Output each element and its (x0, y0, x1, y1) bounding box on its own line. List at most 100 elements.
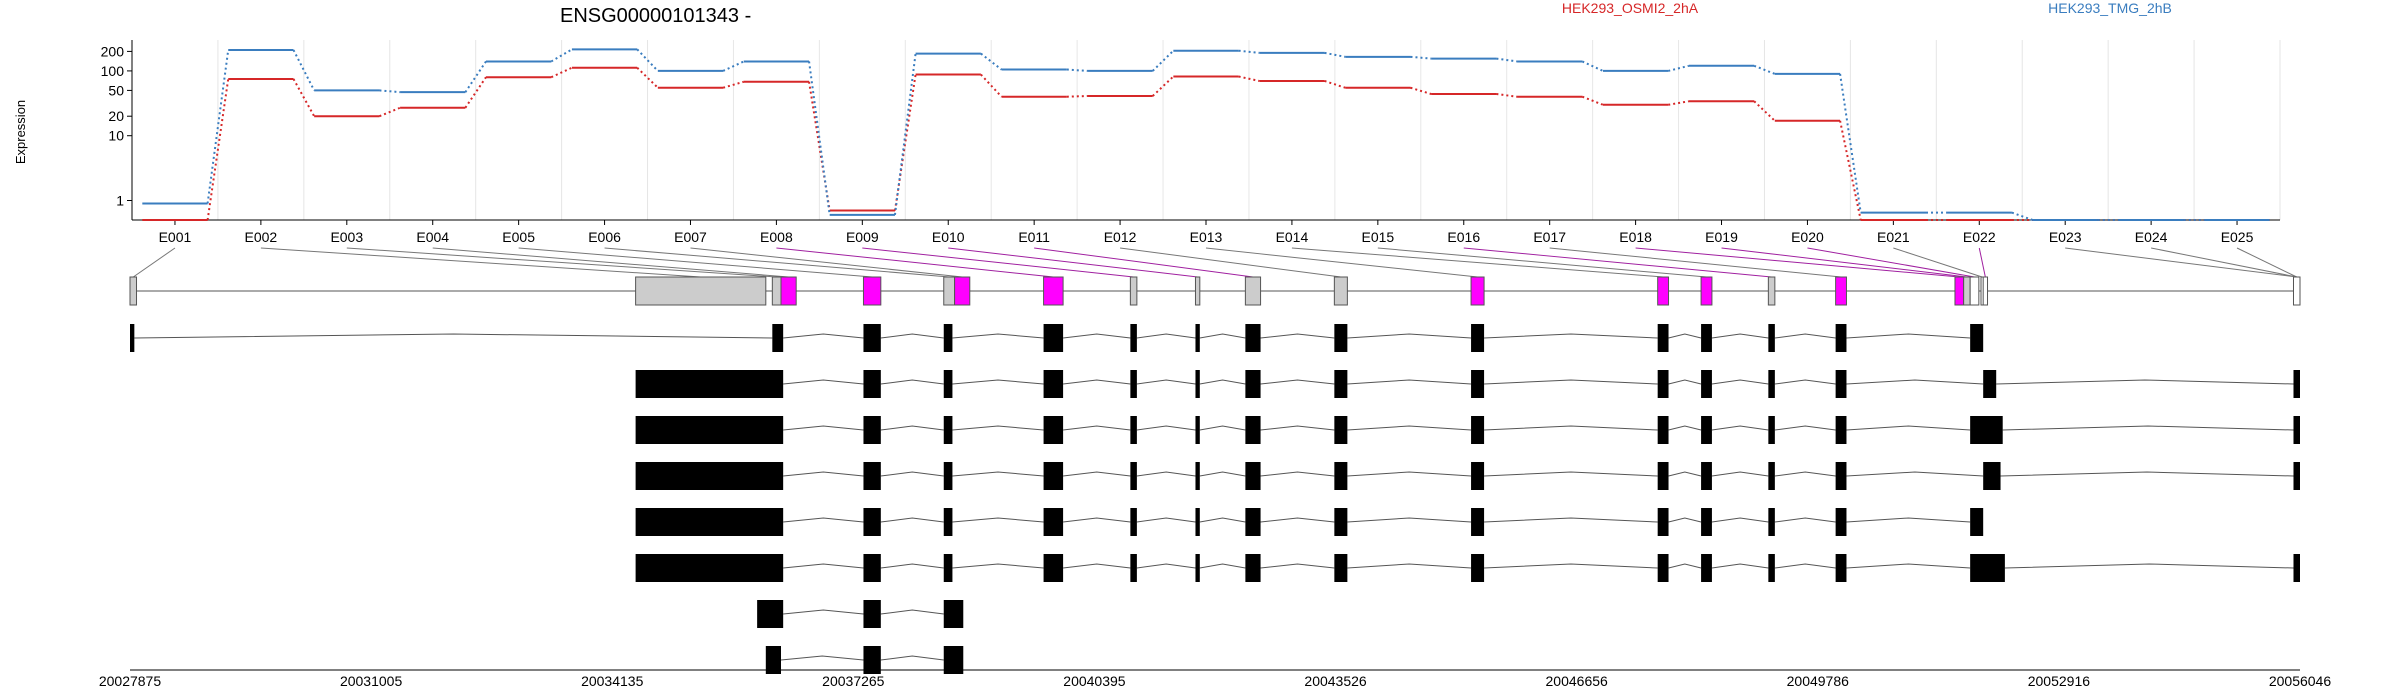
series-connector (550, 48, 573, 63)
genomic-tick-label: 20027875 (99, 673, 162, 689)
exon-connector (1635, 247, 1960, 278)
intron-line (1199, 379, 1246, 385)
transcript-exon (1983, 462, 2001, 490)
exon-block (1129, 276, 1138, 306)
transcript-exon (1245, 554, 1261, 582)
intron-line (1996, 379, 2294, 385)
transcript-exon (2293, 554, 2300, 582)
intron-line (1260, 471, 1335, 477)
exon-connector (1034, 247, 1254, 278)
intron-line (1136, 333, 1196, 339)
transcript-exon (1701, 462, 1712, 490)
transcript-exon (863, 416, 881, 444)
x-tick-label: E019 (1705, 229, 1738, 245)
intron-line (1846, 425, 1971, 431)
intron-line (1260, 425, 1335, 431)
intron-line (880, 609, 944, 615)
intron-line (1260, 379, 1335, 385)
transcript-exon (863, 554, 881, 582)
x-tick-label: E012 (1104, 229, 1137, 245)
exon-connector (1205, 247, 1478, 278)
transcript-7 (757, 600, 964, 628)
series-connector (1496, 93, 1518, 98)
transcript-exon (1195, 416, 1200, 444)
genomic-tick-label: 20037265 (822, 673, 885, 689)
exon-block (1982, 276, 1989, 306)
transcript-5 (635, 508, 1984, 536)
transcript-exon (635, 508, 784, 536)
exon-connector (776, 247, 1054, 278)
intron-line (1711, 425, 1769, 431)
transcript-exon (1130, 508, 1137, 536)
exon-block (1963, 276, 1971, 306)
intron-line (1484, 517, 1658, 523)
intron-line (783, 379, 864, 385)
transcript-exon (1245, 370, 1261, 398)
transcript-exon (1471, 324, 1485, 352)
transcript-exon (1768, 462, 1775, 490)
exon-block (1954, 276, 1965, 306)
transcript-exon (1130, 324, 1137, 352)
intron-line (880, 655, 944, 661)
intron-line (1199, 471, 1246, 477)
series-connector (1066, 68, 1088, 72)
intron-line (783, 563, 864, 569)
genomic-tick-label: 20031005 (340, 673, 403, 689)
intron-line (783, 609, 864, 615)
transcript-exon (1983, 370, 1997, 398)
genomic-tick-label: 20049786 (1787, 673, 1850, 689)
y-axis-label: Expression (13, 100, 28, 164)
series-connector (1410, 55, 1432, 60)
transcript-exon (1334, 462, 1348, 490)
transcript-exon (1130, 462, 1137, 490)
exon-block (1043, 276, 1064, 306)
exon-block (943, 276, 956, 306)
exon-connector (604, 247, 950, 278)
series-connector (893, 53, 917, 215)
transcript-exon (1970, 416, 2003, 444)
transcript-exon (1471, 554, 1485, 582)
transcript-exon (1970, 554, 2005, 582)
exon-block (129, 276, 138, 306)
exon-connector (2151, 247, 2297, 278)
transcript-exon (1195, 508, 1200, 536)
y-tick-label: 200 (101, 43, 125, 59)
transcript-1 (130, 324, 1984, 352)
exon-connector (346, 247, 777, 278)
intron-line (1846, 379, 1984, 385)
exon-connector (1807, 247, 1975, 278)
intron-line (1484, 425, 1658, 431)
exon-connector (2236, 247, 2297, 278)
x-tick-label: E023 (2049, 229, 2082, 245)
intron-line (952, 379, 1044, 385)
transcript-exon (1195, 554, 1200, 582)
transcript-exon (635, 370, 784, 398)
series-2 (142, 48, 2270, 221)
transcript-exon (1043, 554, 1064, 582)
intron-line (880, 425, 944, 431)
intron-line (880, 563, 944, 569)
x-tick-label: E013 (1190, 229, 1223, 245)
exon-connector (1721, 247, 1967, 278)
transcript-exon (1835, 554, 1847, 582)
intron-line (1774, 333, 1836, 339)
intron-line (2002, 425, 2294, 431)
exon-block (862, 276, 882, 306)
transcript-exon (1043, 462, 1064, 490)
y-tick-label: 100 (101, 63, 125, 79)
transcript-exon (943, 370, 953, 398)
exon-connector (1893, 247, 1983, 278)
intron-line (1484, 471, 1658, 477)
intron-line (1668, 333, 1702, 339)
intron-line (952, 333, 1044, 339)
y-tick-label: 50 (108, 82, 124, 98)
series-connector (1324, 79, 1346, 89)
transcript-exon (863, 646, 881, 674)
series-connector (464, 76, 487, 109)
intron-line (1774, 563, 1836, 569)
intron-line (1199, 517, 1246, 523)
series-connector (464, 60, 487, 93)
intron-line (1347, 379, 1472, 385)
transcript-exon (1334, 508, 1348, 536)
